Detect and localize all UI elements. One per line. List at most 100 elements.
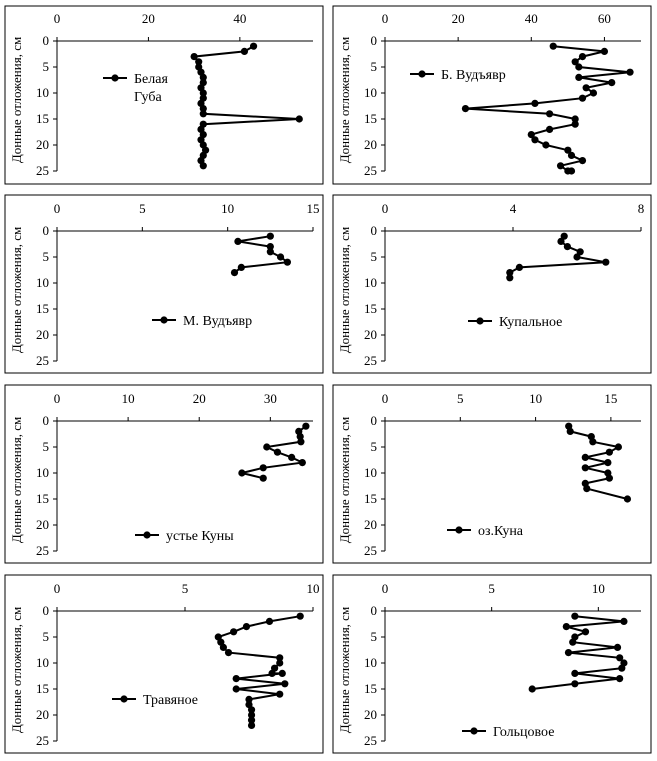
x-tick-label: 0 — [382, 201, 389, 216]
data-point — [276, 253, 285, 261]
data-point — [295, 115, 303, 123]
data-point — [281, 680, 289, 688]
x-tick-label: 20 — [193, 391, 206, 406]
y-tick-label: 0 — [43, 223, 50, 238]
data-point — [578, 157, 587, 165]
data-point — [581, 628, 590, 636]
x-tick-label: 4 — [510, 201, 517, 216]
data-point — [297, 438, 305, 446]
y-tick-label: 0 — [371, 223, 378, 238]
panel-frame — [332, 384, 652, 564]
data-point — [199, 110, 207, 118]
data-point — [605, 474, 613, 482]
data-point — [575, 63, 583, 71]
data-point — [578, 53, 587, 61]
x-tick-label: 15 — [307, 201, 320, 216]
x-tick-label: 60 — [598, 11, 611, 26]
y-axis-title: Донные отложения, см — [337, 227, 352, 353]
data-point — [604, 459, 612, 467]
data-point — [578, 94, 587, 102]
panel-frame — [332, 574, 652, 754]
data-point — [562, 623, 570, 631]
y-tick-label: 15 — [364, 681, 377, 696]
legend-label: Губа — [134, 90, 162, 105]
y-tick-label: 5 — [43, 249, 50, 264]
data-point — [608, 79, 616, 87]
data-point — [296, 612, 304, 620]
data-point — [219, 643, 227, 652]
legend-label: Белая — [134, 72, 168, 87]
x-tick-label: 0 — [54, 391, 61, 406]
y-tick-label: 5 — [43, 439, 50, 454]
data-point — [616, 654, 624, 662]
y-tick-label: 5 — [371, 59, 378, 74]
data-point — [582, 84, 590, 92]
data-point — [589, 438, 597, 446]
y-tick-label: 15 — [364, 111, 377, 126]
y-tick-label: 25 — [36, 733, 49, 748]
y-tick-label: 0 — [43, 33, 50, 48]
x-tick-label: 10 — [221, 201, 234, 216]
x-tick-label: 0 — [54, 11, 61, 26]
y-tick-label: 25 — [364, 733, 377, 748]
data-point — [542, 141, 550, 149]
data-point — [557, 237, 565, 245]
y-tick-label: 20 — [36, 517, 49, 532]
y-tick-label: 0 — [371, 33, 378, 48]
data-point — [602, 258, 610, 266]
y-tick-label: 25 — [36, 353, 49, 368]
legend-marker — [143, 531, 151, 539]
y-tick-label: 10 — [36, 465, 49, 480]
y-tick-label: 20 — [36, 327, 49, 342]
data-point — [566, 427, 574, 435]
y-tick-label: 25 — [364, 353, 377, 368]
data-point — [531, 136, 539, 144]
y-axis-title: Донные отложения, см — [9, 37, 24, 163]
data-point — [276, 654, 284, 662]
y-tick-label: 10 — [36, 655, 49, 670]
data-point — [302, 422, 310, 430]
data-point — [528, 685, 536, 693]
data-point — [247, 716, 256, 724]
y-tick-label: 5 — [371, 439, 378, 454]
data-point — [613, 643, 622, 652]
series-line — [233, 235, 290, 274]
x-tick-label: 10 — [122, 391, 135, 406]
x-tick-label: 0 — [382, 581, 389, 596]
x-tick-label: 5 — [182, 581, 189, 596]
data-point — [278, 669, 286, 678]
data-point — [614, 443, 623, 451]
x-tick-label: 0 — [382, 391, 389, 406]
y-tick-label: 0 — [43, 603, 50, 618]
data-point — [232, 685, 240, 693]
y-tick-label: 20 — [364, 327, 377, 342]
data-point — [199, 89, 207, 97]
data-point — [195, 58, 203, 66]
data-point — [266, 232, 274, 240]
chart-panel-3: 0 5 10 15 0 5 10 15 20 25 Донные отложения, см М. В… — [4, 194, 324, 374]
data-point — [571, 680, 579, 688]
y-tick-label: 0 — [371, 603, 378, 618]
data-point — [283, 258, 291, 266]
data-point — [230, 628, 238, 636]
y-axis-title: Донные отложения, см — [337, 607, 352, 733]
data-point — [247, 706, 256, 714]
data-point — [234, 237, 242, 245]
data-point — [506, 269, 514, 277]
data-point — [268, 669, 276, 678]
legend-marker — [120, 695, 128, 703]
data-point — [506, 274, 514, 282]
y-tick-label: 10 — [36, 275, 49, 290]
y-tick-label: 15 — [36, 491, 49, 506]
legend-label: оз.Куна — [478, 524, 524, 539]
y-tick-label: 20 — [36, 137, 49, 152]
y-tick-label: 5 — [43, 59, 50, 74]
y-axis-title: Донные отложения, см — [337, 37, 352, 163]
y-tick-label: 20 — [364, 137, 377, 152]
legend-label: устье Куны — [166, 529, 234, 544]
data-point — [583, 485, 591, 493]
x-tick-label: 8 — [638, 201, 645, 216]
chart-panel-5: 0 10 20 30 0 5 10 15 20 25 Донные отложения, см уст… — [4, 384, 324, 564]
data-point — [288, 453, 296, 461]
data-point — [515, 263, 524, 271]
